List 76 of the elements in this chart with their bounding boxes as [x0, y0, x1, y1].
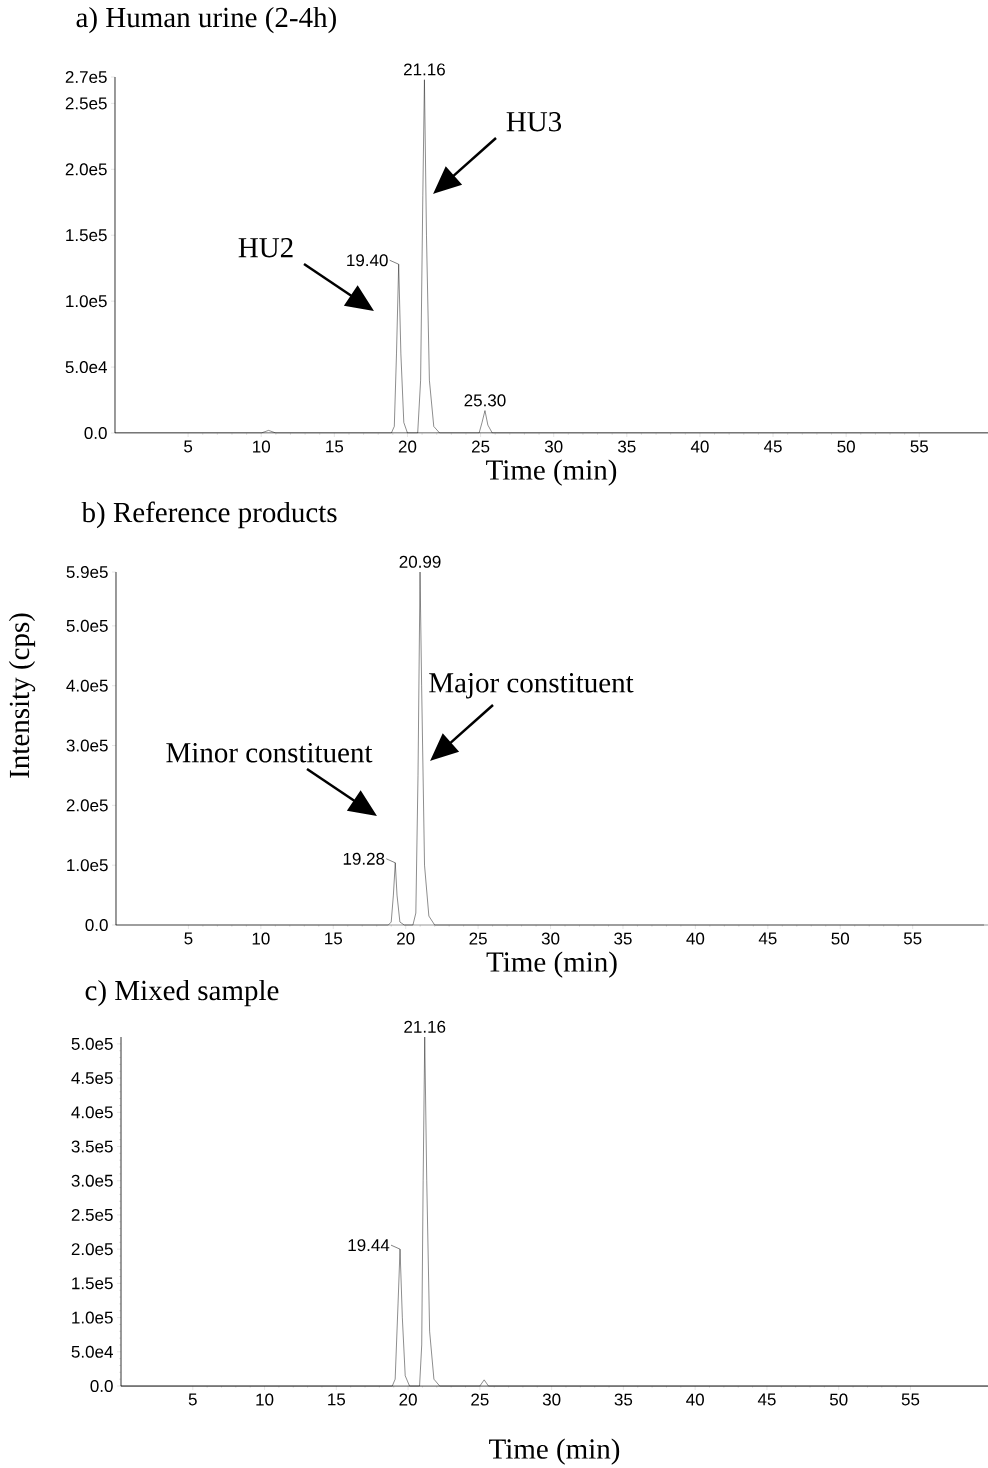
x-tick-label: 25 — [471, 1393, 489, 1406]
x-tick-label: 45 — [758, 932, 777, 945]
y-tick-label: 5.0e4 — [71, 1345, 113, 1358]
y-tick-label: 5.0e5 — [71, 1037, 113, 1050]
chart-title: a) Human urine (2-4h) — [76, 6, 336, 34]
y-tick-label: 2.5e5 — [65, 97, 107, 110]
x-tick-label: 25 — [471, 440, 490, 453]
y-tick-label: 4.0e5 — [66, 679, 108, 692]
y-tick-label: 1.5e5 — [66, 229, 107, 242]
x-tick-label: 30 — [541, 932, 560, 945]
annotation: 21.16 — [404, 1020, 446, 1033]
x-tick-label: 35 — [614, 1393, 633, 1406]
x-tick-label: 40 — [690, 440, 709, 453]
x-axis-title: Time (min) — [486, 459, 617, 486]
y-axis-title: Intensity (cps) — [8, 613, 36, 778]
x-tick-label: 25 — [469, 932, 487, 945]
x-tick-label: 45 — [763, 440, 782, 453]
annotation: HU2 — [238, 238, 293, 258]
x-tick-label: 5 — [184, 440, 193, 453]
y-tick-label: 2.0e5 — [65, 163, 107, 176]
x-tick-label: 15 — [326, 440, 344, 453]
annotation: 21.16 — [404, 63, 445, 76]
x-tick-label: 20 — [397, 932, 415, 945]
x-tick-label: 50 — [829, 1393, 848, 1406]
x-tick-label: 50 — [837, 440, 855, 453]
annotation: Major constituent — [429, 673, 634, 699]
y-tick-label: 3.0e5 — [71, 1174, 113, 1187]
annotation: 19.28 — [343, 852, 385, 865]
annotation: 25.30 — [464, 394, 506, 407]
y-tick-label: 4.5e5 — [71, 1072, 113, 1085]
x-tick-label: 55 — [903, 932, 922, 945]
y-tick-label: 2.7e5 — [65, 71, 107, 84]
x-tick-label: 35 — [614, 932, 632, 945]
annotation: HU3 — [506, 112, 562, 132]
y-tick-label: 1.0e5 — [66, 295, 107, 308]
x-tick-label: 10 — [253, 440, 271, 453]
x-tick-label: 10 — [252, 932, 270, 945]
y-tick-label: 3.0e5 — [66, 739, 108, 752]
x-tick-label: 20 — [398, 440, 417, 453]
x-tick-label: 30 — [544, 440, 563, 453]
annotation: 19.44 — [348, 1239, 390, 1252]
x-tick-label: 40 — [686, 1393, 704, 1406]
y-tick-label: 0.0 — [90, 1379, 113, 1393]
x-tick-label: 15 — [325, 932, 342, 945]
x-tick-label: 35 — [617, 440, 636, 453]
x-tick-label: 5 — [184, 932, 193, 945]
y-tick-label: 1.5e5 — [72, 1277, 113, 1290]
y-tick-label: 5.9e5 — [66, 566, 108, 579]
y-tick-label: 0.0 — [84, 426, 107, 440]
y-tick-label: 2.5e5 — [71, 1208, 113, 1221]
y-tick-label: 0.0 — [85, 918, 108, 932]
x-axis-title: Time (min) — [486, 951, 617, 978]
x-tick-label: 10 — [256, 1393, 274, 1406]
y-tick-label: 1.0e5 — [72, 1311, 113, 1324]
x-tick-label: 30 — [542, 1393, 561, 1406]
y-tick-label: 2.0e5 — [66, 799, 108, 812]
y-tick-label: 3.5e5 — [71, 1140, 113, 1153]
y-tick-label: 5.0e4 — [65, 361, 107, 374]
y-tick-label: 1.0e5 — [67, 859, 108, 872]
chart-title: b) Reference products — [81, 501, 337, 529]
annotation: Minor constituent — [166, 743, 373, 763]
annotation: 20.99 — [399, 555, 441, 568]
x-tick-label: 50 — [831, 932, 850, 945]
x-axis-title: Time (min) — [489, 1438, 620, 1465]
x-tick-label: 55 — [910, 440, 928, 453]
x-tick-label: 15 — [328, 1393, 346, 1406]
y-tick-label: 2.0e5 — [71, 1243, 113, 1256]
annotation: 19.40 — [347, 254, 388, 267]
y-tick-label: 4.0e5 — [71, 1106, 113, 1119]
chart-title: c) Mixed sample — [85, 979, 279, 1007]
x-tick-label: 20 — [399, 1393, 417, 1406]
x-tick-label: 5 — [188, 1393, 197, 1406]
y-tick-label: 5.0e5 — [66, 619, 108, 632]
x-tick-label: 45 — [757, 1393, 776, 1406]
x-tick-label: 40 — [686, 932, 705, 945]
x-tick-label: 55 — [901, 1393, 920, 1406]
